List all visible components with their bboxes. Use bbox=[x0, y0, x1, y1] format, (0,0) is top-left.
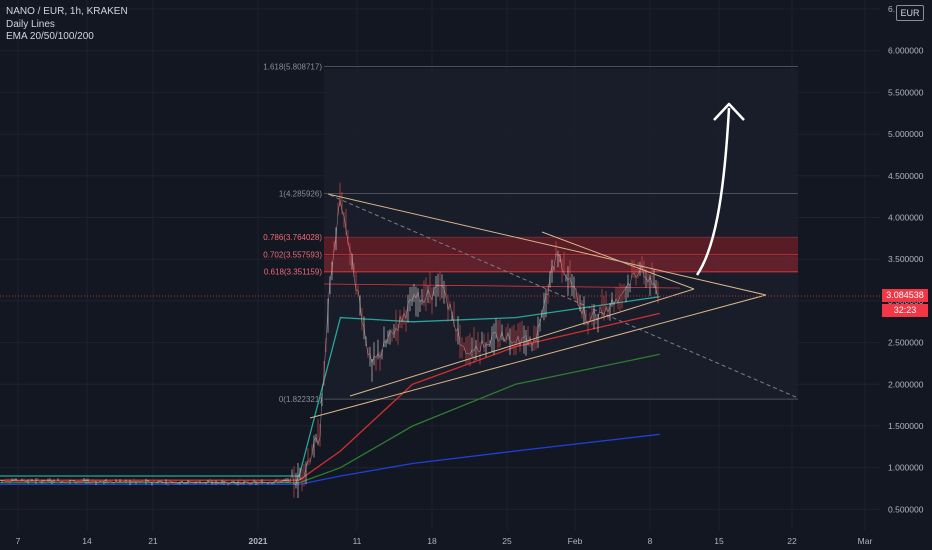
symbol-title[interactable]: NANO / EUR, 1h, KRAKEN bbox=[6, 6, 128, 17]
fib-levels: 1.618(5.808717) 1(4.285926) 0.786(3.764028… bbox=[263, 63, 798, 404]
ema-line bbox=[0, 296, 660, 477]
x-axis: 7 14 21 2021 11 18 25 Feb 8 15 22 Mar bbox=[16, 536, 873, 546]
fib-level-label: 1(4.285926) bbox=[279, 190, 322, 199]
x-tick-label: 15 bbox=[714, 536, 724, 546]
x-tick-label: 25 bbox=[502, 536, 512, 546]
bar-countdown-tag: 32:23 bbox=[882, 304, 928, 317]
indicator-ema[interactable]: EMA 20/50/100/200 bbox=[6, 31, 94, 42]
x-tick-label: 21 bbox=[148, 536, 158, 546]
y-tick-label: 1.500000 bbox=[888, 421, 924, 431]
ema-lines bbox=[0, 296, 660, 486]
chart-legend: NANO / EUR, 1h, KRAKEN Daily Lines EMA 2… bbox=[6, 6, 128, 44]
fib-level-label: 0.702(3.557593) bbox=[263, 250, 322, 259]
y-tick-label: 2.500000 bbox=[888, 338, 924, 348]
y-tick-label: 5.000000 bbox=[888, 129, 924, 139]
breakout-arrow-head bbox=[713, 102, 745, 121]
y-tick-label: 3.500000 bbox=[888, 254, 924, 264]
price-series-line bbox=[0, 199, 659, 486]
y-tick-label: 6.000000 bbox=[888, 46, 924, 56]
y-tick-label: 0.500000 bbox=[888, 504, 924, 514]
fib-level-label: 1.618(5.808717) bbox=[263, 63, 322, 72]
breakout-arrow bbox=[695, 107, 731, 276]
fib-zone-lower bbox=[324, 256, 798, 273]
indicator-daily-lines[interactable]: Daily Lines bbox=[6, 18, 55, 30]
fib-level-label: 0.786(3.764028) bbox=[263, 233, 322, 242]
x-tick-label: 18 bbox=[427, 536, 437, 546]
fib-retracement-box bbox=[324, 69, 798, 399]
y-tick-label: 1.000000 bbox=[888, 463, 924, 473]
ema-line bbox=[0, 353, 660, 484]
fib-level-label: 0(1.822321) bbox=[279, 395, 322, 404]
x-tick-label: Mar bbox=[858, 536, 873, 546]
y-tick-label: 4.500000 bbox=[888, 171, 924, 181]
ema-line bbox=[0, 433, 660, 486]
y-tick-label: 2.000000 bbox=[888, 379, 924, 389]
y-tick-label: 4.000000 bbox=[888, 213, 924, 223]
dashed-trendline bbox=[329, 194, 799, 399]
fib-zone-upper bbox=[324, 238, 798, 256]
y-tick-label: 6. bbox=[888, 4, 895, 14]
x-tick-label: 8 bbox=[648, 536, 653, 546]
resistance-line-red bbox=[323, 283, 681, 289]
currency-badge[interactable]: EUR bbox=[896, 5, 924, 21]
x-tick-label: 2021 bbox=[249, 536, 268, 546]
y-tick-label: 5.500000 bbox=[888, 87, 924, 97]
x-tick-label: Feb bbox=[568, 536, 583, 546]
triangle-pattern bbox=[309, 193, 767, 419]
fib-level-label: 0.618(3.351159) bbox=[264, 268, 322, 277]
y-axis: 0.500000 1.000000 1.500000 2.000000 2.500000… bbox=[888, 4, 924, 514]
last-price-tag: 3.084538 bbox=[882, 289, 928, 302]
x-tick-label: 7 bbox=[16, 536, 21, 546]
price-candles bbox=[0, 182, 659, 498]
x-tick-label: 22 bbox=[787, 536, 797, 546]
x-tick-label: 11 bbox=[353, 536, 362, 546]
x-tick-label: 14 bbox=[82, 536, 92, 546]
ema-line bbox=[0, 312, 660, 481]
